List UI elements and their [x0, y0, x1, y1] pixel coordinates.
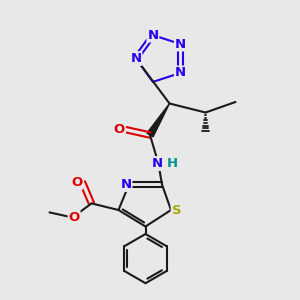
- Text: S: S: [172, 203, 181, 217]
- Text: N: N: [130, 52, 142, 65]
- Text: N: N: [120, 178, 132, 191]
- Text: O: O: [68, 211, 80, 224]
- Text: O: O: [114, 123, 125, 136]
- Text: N: N: [151, 157, 163, 170]
- Text: N: N: [147, 28, 158, 42]
- Text: N: N: [175, 67, 186, 80]
- Text: H: H: [167, 157, 178, 170]
- Polygon shape: [147, 103, 170, 137]
- Text: N: N: [175, 38, 186, 50]
- Text: O: O: [71, 176, 82, 189]
